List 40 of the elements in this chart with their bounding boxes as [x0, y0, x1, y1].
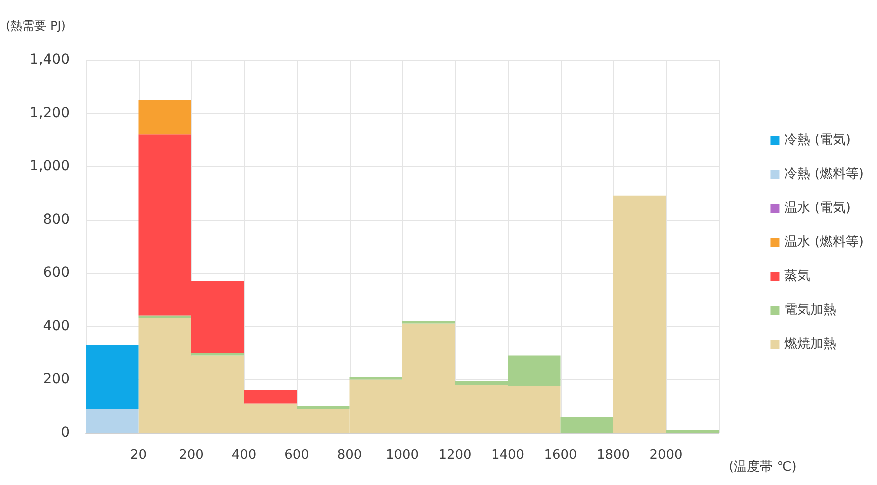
legend-label: 蒸気	[784, 269, 811, 284]
x-tick-label: 200	[179, 448, 204, 463]
bar	[138, 100, 192, 135]
bar	[350, 377, 402, 380]
y-axis-title: (熱需要 PJ)	[6, 19, 66, 33]
legend-label: 電気加熱	[784, 303, 837, 318]
bar	[86, 409, 139, 433]
bar	[244, 390, 297, 404]
x-tick-label: 2000	[650, 448, 683, 463]
legend-label: 冷熱 (電気)	[784, 133, 852, 148]
x-tick-label: 1200	[438, 448, 472, 463]
x-tick-label: 400	[232, 448, 257, 463]
x-axis-title: (温度帯 ℃)	[729, 459, 797, 475]
bar	[402, 321, 456, 324]
bar	[614, 196, 666, 433]
bar	[86, 345, 139, 410]
x-tick-label: 1600	[544, 448, 578, 463]
legend-label: 燃焼加熱	[784, 337, 837, 352]
x-tick-label: 1800	[596, 448, 630, 463]
y-tick-label: 1,400	[30, 52, 70, 68]
y-tick-label: 200	[43, 372, 70, 388]
legend-label: 温水 (燃料等)	[784, 235, 864, 250]
bar	[138, 316, 192, 318]
bar	[666, 430, 719, 433]
bar	[560, 417, 614, 433]
legend-label: 冷熱 (燃料等)	[784, 167, 864, 182]
x-tick-label: 20	[130, 448, 148, 463]
y-tick-label: 600	[43, 265, 70, 282]
y-tick-label: 1,000	[30, 158, 70, 175]
y-tick-label: 800	[43, 212, 70, 228]
y-tick-label: 0	[61, 425, 70, 441]
bar	[192, 353, 244, 356]
x-tick-label: 800	[337, 448, 362, 463]
bar	[297, 406, 350, 410]
x-tick-label: 600	[284, 448, 310, 463]
x-tick-label: 1000	[386, 448, 420, 463]
y-tick-label: 400	[43, 318, 70, 334]
x-tick-label: 1400	[491, 448, 525, 463]
y-tick-label: 1,200	[30, 105, 70, 122]
legend-label: 温水 (電気)	[784, 201, 852, 216]
